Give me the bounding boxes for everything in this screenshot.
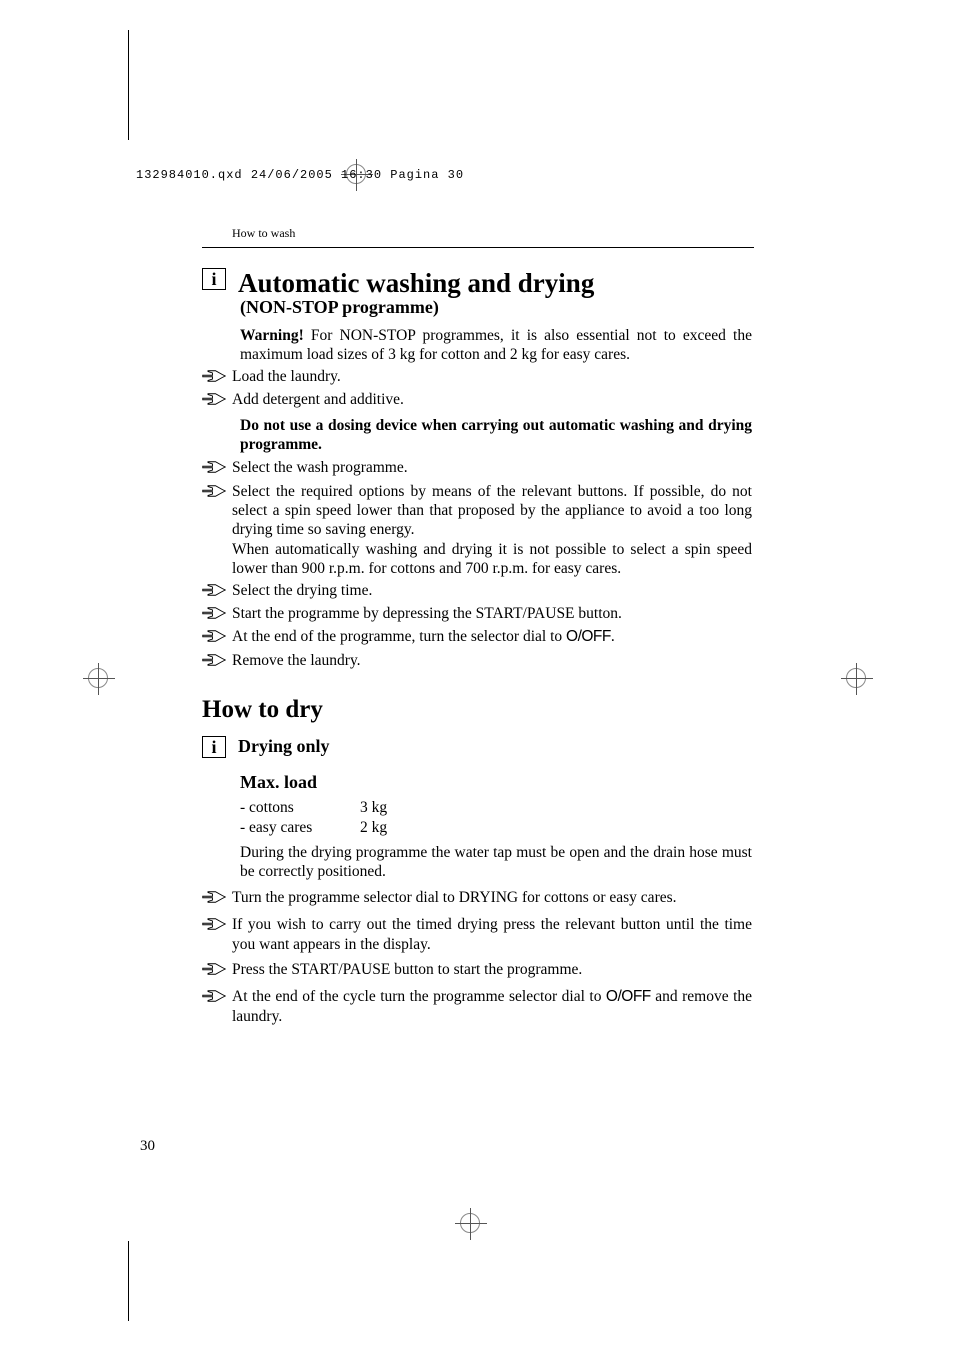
load-value: 3 kg [360, 799, 420, 817]
step-row: Remove the laundry. [202, 651, 752, 672]
step-text-part: Select the required options by means of … [232, 483, 711, 500]
step-row: Select the wash programme. [202, 458, 752, 479]
step-text: Select the required options by means of … [232, 482, 752, 579]
step-row: At the end of the programme, turn the se… [202, 627, 752, 648]
section-subtitle: (NON-STOP programme) [240, 297, 752, 318]
warning-text: Warning! For NON-STOP programmes, it is … [240, 326, 752, 365]
hand-pointer-icon [202, 960, 232, 981]
bold-note: Do not use a dosing device when carrying… [240, 416, 752, 455]
crop-mark [128, 30, 129, 140]
hand-pointer-icon [202, 581, 232, 602]
step-row: Turn the programme selector dial to DRYI… [202, 888, 752, 909]
step-text: Remove the laundry. [232, 651, 752, 672]
warning-label: Warning! [240, 327, 304, 344]
warning-body: For NON-STOP programmes, it is also esse… [240, 327, 752, 363]
step-row: If you wish to carry out the timed dryin… [202, 915, 752, 954]
hand-pointer-icon [202, 987, 232, 1026]
section-title: Automatic washing and drying [238, 268, 594, 298]
table-row: - cottons 3 kg [240, 799, 752, 817]
hand-pointer-icon [202, 390, 232, 411]
step-row: Press the START/PAUSE button to start th… [202, 960, 752, 981]
step-text: At the end of the programme, turn the se… [232, 627, 752, 648]
how-to-dry-title: How to dry [202, 696, 752, 724]
step-text: Turn the programme selector dial to DRYI… [232, 888, 752, 909]
max-load-table: - cottons 3 kg - easy cares 2 kg [240, 799, 752, 837]
hand-pointer-icon [202, 482, 232, 579]
section-automatic-washing: i Automatic washing and drying (NON-STOP… [202, 268, 752, 672]
registration-mark-icon [88, 668, 108, 688]
ooff-label: O/OFF [566, 628, 611, 645]
step-text: Start the programme by depressing the ST… [232, 604, 752, 625]
hand-pointer-icon [202, 915, 232, 954]
page-body: How to wash i Automatic washing and dryi… [202, 226, 752, 1026]
crop-mark [128, 1241, 129, 1321]
hand-pointer-icon [202, 627, 232, 648]
hand-pointer-icon [202, 604, 232, 625]
info-icon: i [202, 736, 226, 758]
running-header: How to wash [232, 226, 752, 241]
step-text: Load the laundry. [232, 367, 752, 388]
step-text: Press the START/PAUSE button to start th… [232, 960, 752, 981]
max-load-heading: Max. load [240, 772, 752, 793]
hand-pointer-icon [202, 651, 232, 672]
load-label: - easy cares [240, 819, 360, 837]
registration-mark-icon [846, 668, 866, 688]
print-proof-header: 132984010.qxd 24/06/2005 16:30 Pagina 30 [136, 168, 464, 182]
bold-note-text: Do not use a dosing device when carrying… [240, 417, 752, 453]
load-value: 2 kg [360, 819, 420, 837]
hand-pointer-icon [202, 367, 232, 388]
step-row: Add detergent and additive. [202, 390, 752, 411]
step-text-part: When automatically washing and drying it… [232, 541, 752, 577]
hand-pointer-icon [202, 458, 232, 479]
drying-only-section: i Drying only Max. load - cottons 3 kg -… [202, 736, 752, 1026]
drying-note: During the drying programme the water ta… [240, 843, 752, 882]
step-row: Start the programme by depressing the ST… [202, 604, 752, 625]
step-text: Select the drying time. [232, 581, 752, 602]
step-text-part: . [611, 628, 615, 645]
step-text: At the end of the cycle turn the program… [232, 987, 752, 1026]
header-rule [202, 247, 754, 248]
load-label: - cottons [240, 799, 360, 817]
step-text-part: At the end of the cycle turn the program… [232, 988, 606, 1005]
info-icon: i [202, 268, 226, 290]
ooff-label: O/OFF [606, 988, 651, 1005]
table-row: - easy cares 2 kg [240, 819, 752, 837]
step-text-part: At the end of the programme, turn the se… [232, 628, 566, 645]
step-text: Select the wash programme. [232, 458, 752, 479]
step-text: If you wish to carry out the timed dryin… [232, 915, 752, 954]
page-number: 30 [140, 1138, 155, 1155]
step-row: Select the drying time. [202, 581, 752, 602]
drying-only-heading: Drying only [238, 736, 330, 756]
step-text: Add detergent and additive. [232, 390, 752, 411]
step-text-part: a spin speed lower than that proposed by… [232, 502, 752, 538]
step-row: Select the required options by means of … [202, 482, 752, 579]
step-row: At the end of the cycle turn the program… [202, 987, 752, 1026]
hand-pointer-icon [202, 888, 232, 909]
step-row: Load the laundry. [202, 367, 752, 388]
registration-mark-icon [460, 1213, 480, 1233]
